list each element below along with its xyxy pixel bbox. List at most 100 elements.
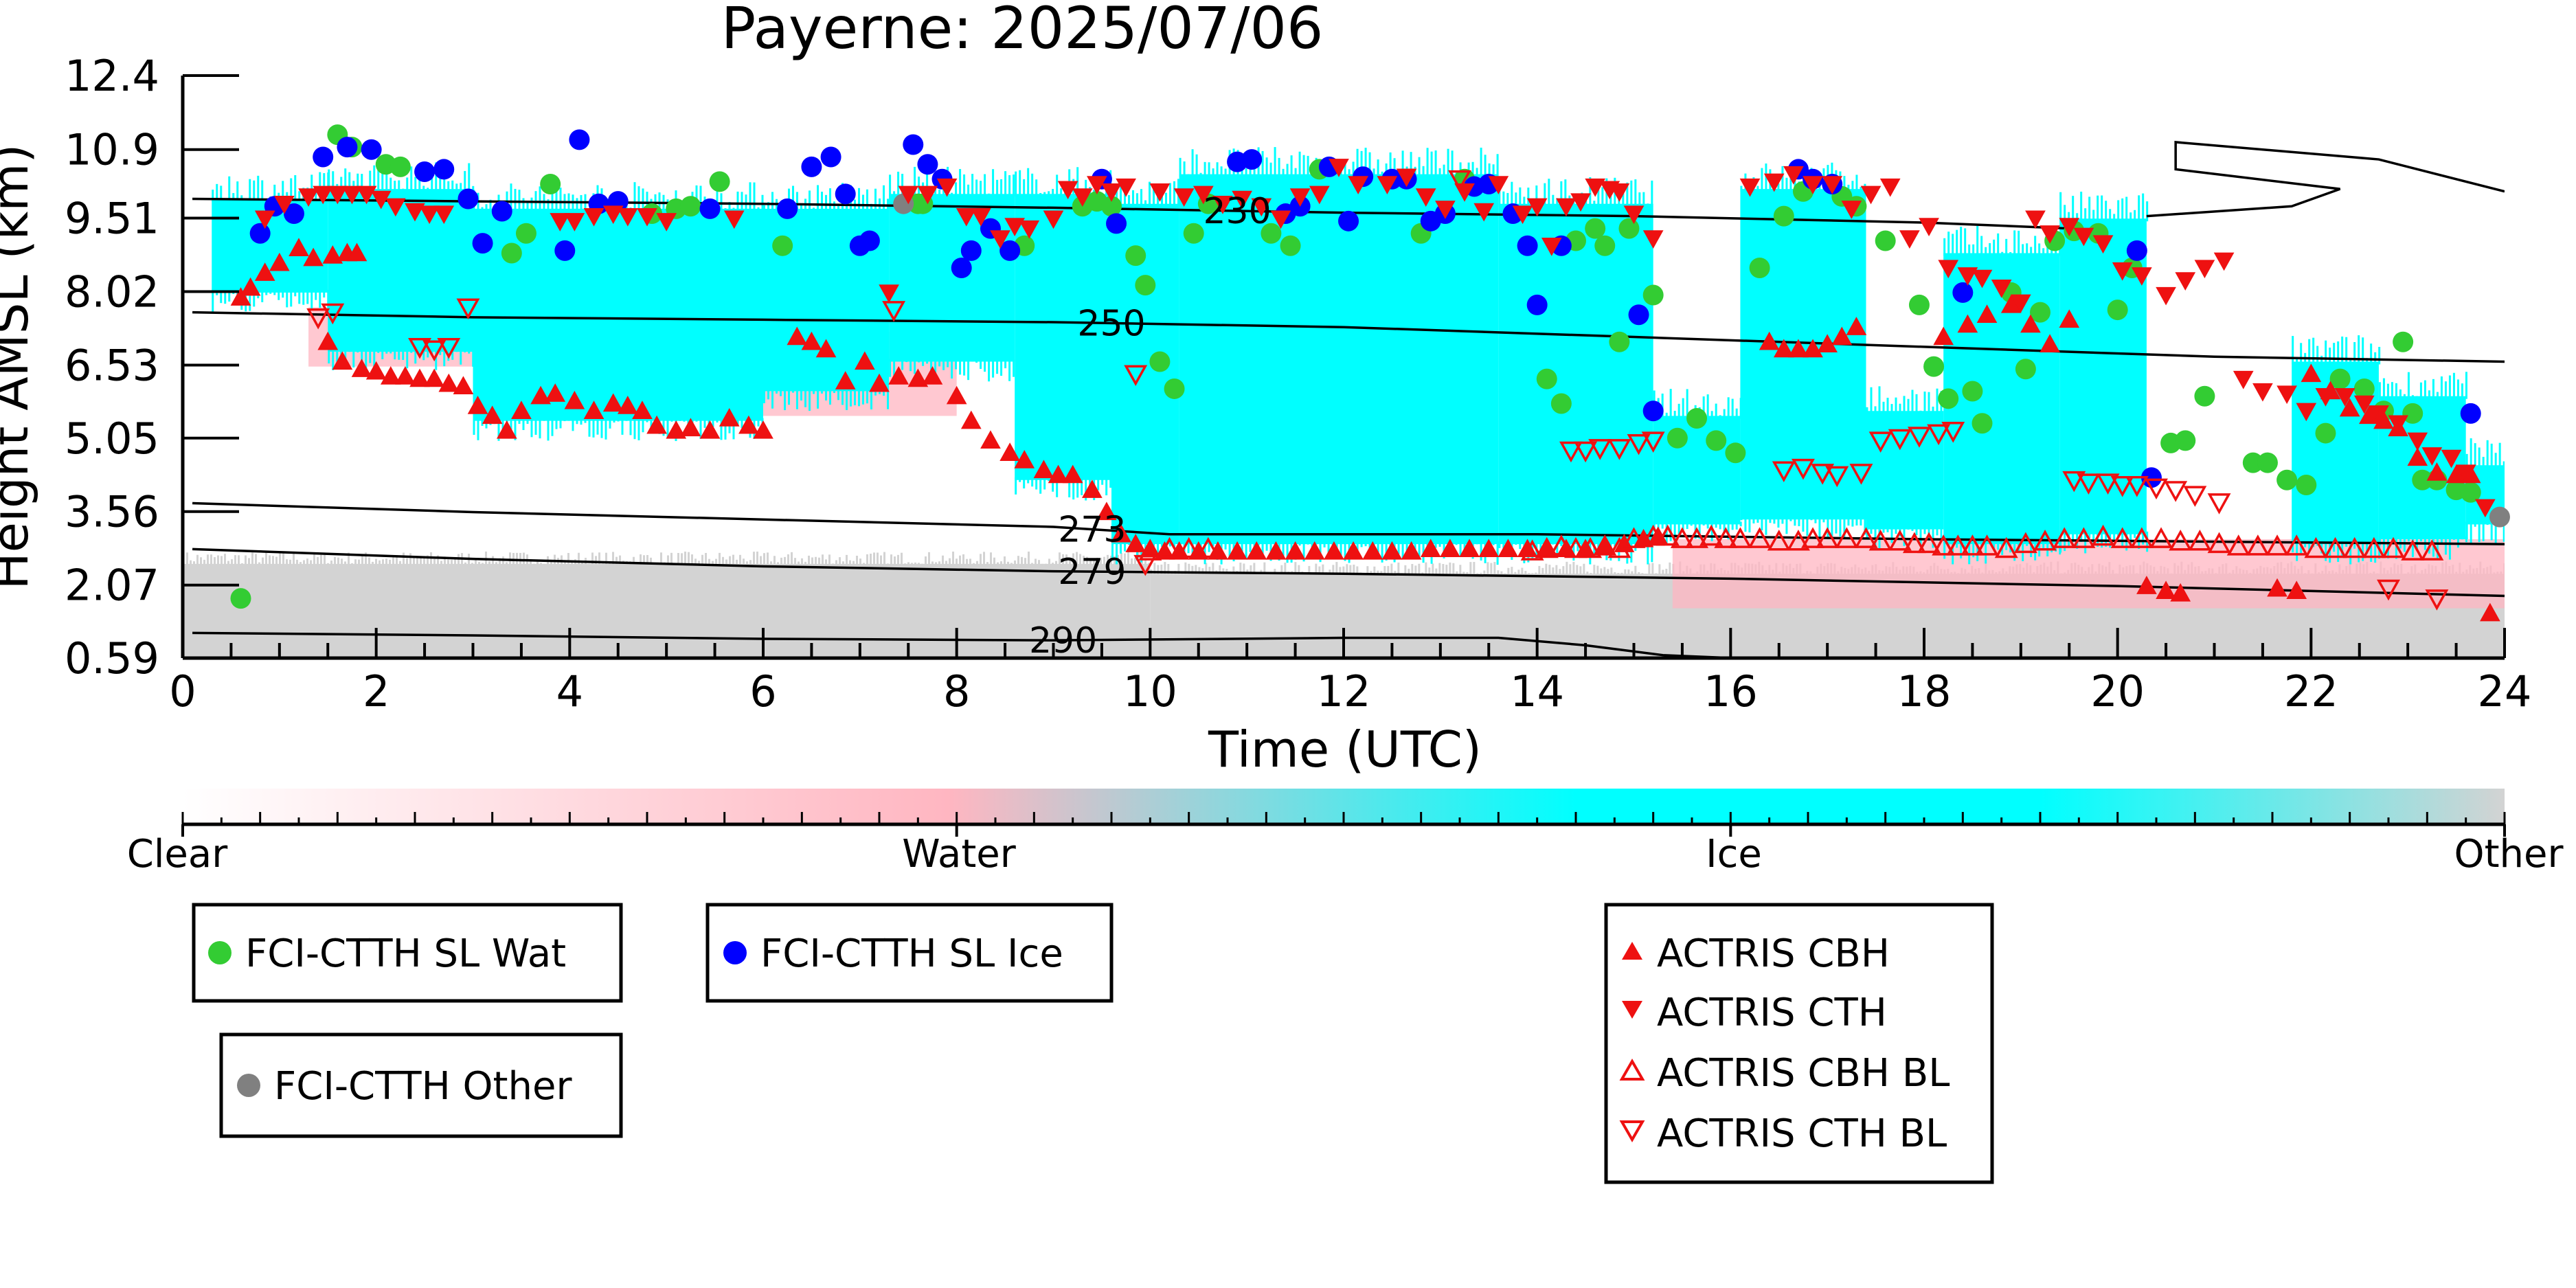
- cloud-other-streak: [1000, 561, 1002, 565]
- cloud-ice-streak: [2142, 531, 2145, 545]
- cloud-other-streak: [327, 563, 329, 565]
- cloud-ice-streak: [1744, 517, 1747, 532]
- cloud-ice-streak: [1000, 359, 1003, 376]
- cloud-other-streak: [729, 556, 731, 565]
- cloud-ice-streak: [2076, 213, 2079, 222]
- marker-actris-cbh: [1381, 541, 1403, 560]
- cloud-ice-streak: [473, 418, 475, 436]
- cloud-ice-streak: [2358, 335, 2360, 365]
- cloud-other-streak: [640, 554, 642, 565]
- cloud-other-streak: [1131, 558, 1133, 565]
- marker-actris-cth-bl: [456, 298, 480, 320]
- cloud-ice-streak: [1980, 541, 1983, 547]
- cloud-ice-streak: [1740, 517, 1743, 521]
- cloud-ice-streak: [2382, 378, 2385, 399]
- marker-actris-cbh: [1304, 541, 1325, 560]
- marker-actris-cth-bl: [1448, 170, 1471, 192]
- cloud-ice-streak: [294, 289, 297, 297]
- cloud-ice-streak: [813, 207, 815, 212]
- cloud-ice-streak: [1968, 541, 1971, 565]
- x-axis-label: Time (UTC): [1208, 721, 1482, 778]
- cloud-other-streak: [986, 562, 988, 565]
- cloud-ice-streak: [1278, 157, 1280, 177]
- cloud-ice-streak: [1928, 392, 1930, 414]
- chart-title: Payerne: 2025/07/06: [721, 0, 1324, 62]
- cloud-ice-streak: [1895, 526, 1897, 534]
- cloud-other-streak: [255, 554, 257, 565]
- cloud-ice-streak: [1368, 152, 1371, 177]
- cloud-ice-streak: [2050, 541, 2053, 553]
- cloud-ice-streak: [1381, 541, 1383, 563]
- marker-actris-cbh: [453, 376, 474, 395]
- cloud-other-streak: [337, 557, 339, 565]
- marker-actris-cth-bl: [1588, 439, 1612, 460]
- cloud-ice-streak: [767, 388, 769, 400]
- cloud-other-streak: [598, 552, 600, 565]
- cloud-ice-streak: [1249, 541, 1252, 552]
- marker-actris-cbh: [980, 430, 1001, 449]
- cloud-ice-streak: [1919, 526, 1922, 546]
- cloud-ice-streak: [282, 289, 284, 298]
- marker-actris-cbh: [1517, 539, 1538, 558]
- marker-actris-cbh-bl: [2342, 536, 2366, 558]
- cloud-ice-streak: [1397, 541, 1400, 554]
- cloud-other-streak: [832, 563, 834, 565]
- cloud-ice-streak: [980, 359, 982, 370]
- cloud-ice-streak: [1936, 388, 1939, 414]
- cloud-ice-streak: [1585, 198, 1588, 207]
- cloud-ice-streak: [2042, 541, 2045, 550]
- marker-actris-cth: [2233, 370, 2254, 389]
- cloud-other-streak: [344, 561, 346, 565]
- marker-actris-cbh: [395, 365, 416, 385]
- cloud-ice-streak: [439, 349, 442, 355]
- marker-actris-cth: [1938, 260, 1959, 279]
- legend-label-cbh: ACTRIS CBH: [1657, 931, 1890, 976]
- cloud-ice-streak: [1870, 387, 1873, 414]
- cloud-ice-streak: [2474, 443, 2476, 468]
- cloud-other-streak: [650, 557, 652, 565]
- cloud-ice-streak: [1556, 198, 1559, 207]
- cloud-other-streak: [1114, 556, 1116, 565]
- cloud-ice-streak: [1027, 168, 1030, 197]
- marker-actris-cbh: [511, 400, 532, 419]
- cloud-ice-streak: [1847, 184, 1850, 192]
- marker-actris-cbh-bl: [1801, 527, 1825, 548]
- marker-actris-cbh: [1401, 541, 1422, 560]
- cloud-other-streak: [478, 562, 480, 565]
- marker-actris-cth: [313, 185, 334, 205]
- cloud-ice-streak: [988, 193, 991, 197]
- cloud-ice-streak: [249, 179, 251, 202]
- cloud-other-streak: [210, 554, 212, 565]
- cloud-ice-streak: [2105, 531, 2108, 547]
- cloud-other-streak: [1232, 566, 1235, 576]
- cloud-other-streak: [313, 552, 315, 565]
- cloud-other-streak: [1250, 565, 1252, 576]
- marker-actris-cbh-bl: [1685, 527, 1709, 548]
- cloud-ice-streak: [1581, 541, 1583, 548]
- marker-actris-cth: [2073, 227, 2094, 247]
- data-markers: [230, 124, 2510, 622]
- marker-actris-cth: [602, 205, 624, 225]
- cloud-ice-streak: [613, 418, 615, 423]
- legend-marker-ice: [723, 941, 747, 964]
- marker-actris-cbh: [346, 242, 368, 262]
- cloud-other-streak: [911, 563, 913, 565]
- cloud-other-streak: [1531, 573, 1534, 576]
- cloud-ice-streak: [232, 193, 235, 202]
- cloud-ice-streak: [2134, 210, 2136, 222]
- cloud-ice-streak: [340, 177, 343, 192]
- marker-actris-cbh: [2136, 576, 2157, 594]
- cloud-ice-streak: [460, 183, 462, 192]
- cloud-other-streak: [358, 559, 360, 565]
- cloud-ice-streak: [2084, 208, 2087, 222]
- cloud-other-streak: [437, 555, 439, 565]
- cloud-ice-streak: [897, 171, 900, 197]
- cloud-other-streak: [1212, 563, 1214, 576]
- cloud-other-streak: [1669, 562, 1671, 576]
- marker-actris-cth-bl: [1133, 554, 1157, 576]
- colorbar-label-other: Other: [2454, 832, 2564, 877]
- cloud-ice-streak: [514, 418, 517, 440]
- cloud-other-streak: [1651, 563, 1654, 576]
- cloud-other-streak: [1576, 565, 1579, 576]
- cloud-ice-streak: [2092, 531, 2095, 544]
